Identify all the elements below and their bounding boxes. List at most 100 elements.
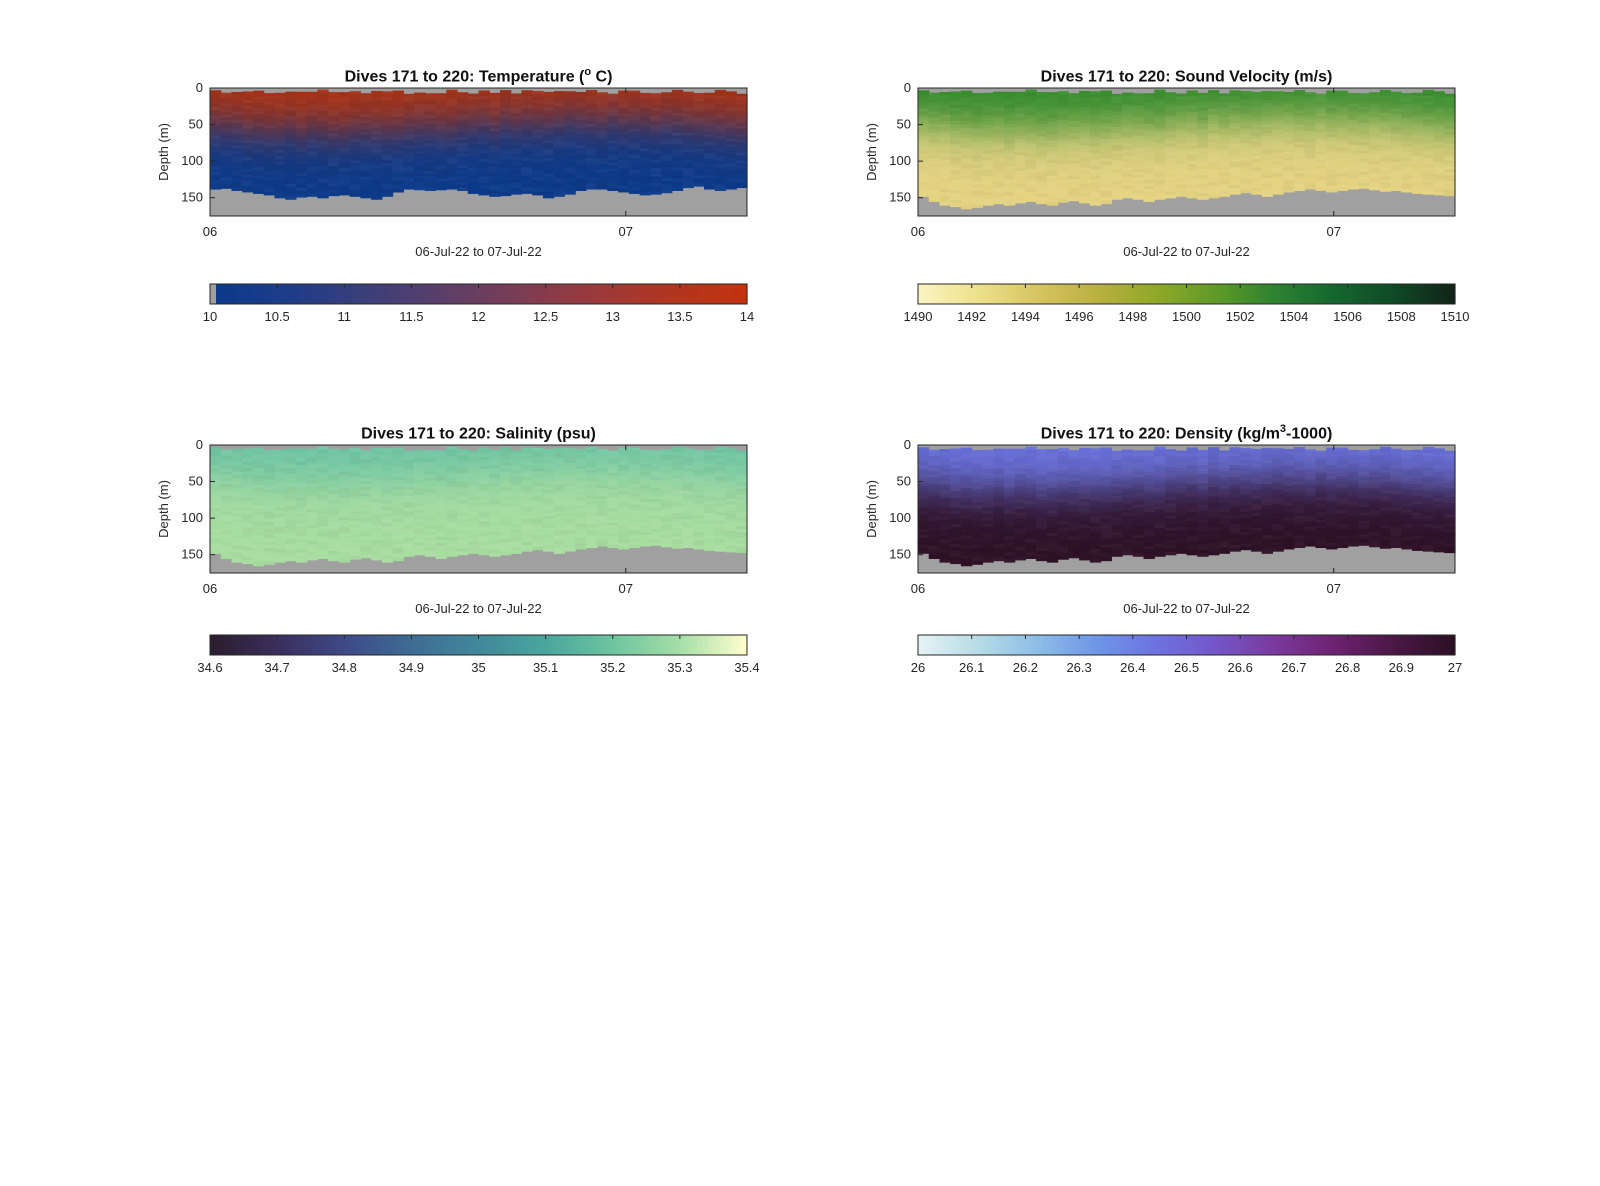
heatmap-cell bbox=[371, 100, 383, 104]
heatmap-cell bbox=[295, 130, 308, 135]
heatmap-cell bbox=[1165, 191, 1177, 196]
heatmap-cell bbox=[360, 508, 372, 513]
heatmap-cell bbox=[306, 556, 318, 561]
heatmap-cell bbox=[1079, 151, 1091, 156]
heatmap-cell bbox=[295, 549, 308, 553]
heatmap-cell bbox=[553, 457, 566, 461]
heatmap-cell bbox=[1132, 141, 1145, 146]
heatmap-cell bbox=[242, 507, 254, 512]
heatmap-cell bbox=[510, 526, 523, 531]
heatmap-cell bbox=[446, 543, 458, 548]
heatmap-cell bbox=[317, 456, 329, 460]
colorbar-segment bbox=[1146, 284, 1152, 304]
heatmap-cell bbox=[661, 166, 673, 171]
heatmap-cell bbox=[1003, 175, 1016, 180]
heatmap-cell bbox=[1379, 170, 1392, 175]
heatmap-cell bbox=[1165, 101, 1177, 105]
heatmap-cell bbox=[210, 532, 222, 536]
heatmap-cell bbox=[424, 453, 437, 457]
heatmap-cell bbox=[446, 92, 458, 96]
heatmap-cell bbox=[435, 524, 447, 529]
heatmap-cell bbox=[1036, 111, 1048, 115]
colorbar-segment bbox=[1338, 284, 1344, 304]
heatmap-cell bbox=[542, 188, 555, 193]
heatmap-cell bbox=[274, 143, 286, 148]
heatmap-cell bbox=[242, 451, 254, 456]
heatmap-cell bbox=[360, 517, 372, 522]
heatmap-cell bbox=[1197, 117, 1209, 121]
heatmap-cell bbox=[489, 516, 501, 521]
heatmap-cell bbox=[1390, 150, 1402, 155]
heatmap-cell bbox=[960, 127, 973, 132]
heatmap-cell bbox=[661, 189, 673, 194]
heatmap-cell bbox=[360, 468, 372, 473]
heatmap-cell bbox=[263, 119, 276, 123]
heatmap-cell bbox=[403, 504, 415, 509]
heatmap-cell bbox=[960, 137, 973, 142]
heatmap-cell bbox=[306, 97, 318, 102]
heatmap-cell bbox=[714, 127, 727, 131]
heatmap-cell bbox=[499, 459, 512, 464]
heatmap-cell bbox=[220, 452, 233, 457]
heatmap-cell bbox=[1068, 185, 1080, 189]
heatmap-cell bbox=[231, 136, 243, 141]
heatmap-cell bbox=[1229, 93, 1241, 97]
heatmap-cell bbox=[1444, 192, 1456, 197]
heatmap-cell bbox=[435, 131, 447, 136]
heatmap-cell bbox=[414, 512, 426, 517]
heatmap-cell bbox=[1218, 181, 1231, 186]
heatmap-cell bbox=[1369, 125, 1381, 130]
heatmap-cell bbox=[671, 170, 684, 174]
heatmap-cell bbox=[489, 458, 501, 463]
heatmap-cell bbox=[478, 129, 490, 133]
heatmap-cell bbox=[1175, 134, 1188, 139]
heatmap-cell bbox=[489, 98, 501, 103]
heatmap-cell bbox=[1401, 146, 1413, 151]
heatmap-cell bbox=[1175, 143, 1188, 147]
heatmap-cell bbox=[360, 182, 372, 187]
heatmap-cell bbox=[950, 196, 962, 201]
colorbar-segment bbox=[1123, 284, 1129, 304]
heatmap-cell bbox=[220, 136, 233, 140]
heatmap-cell bbox=[1422, 89, 1435, 94]
heatmap-cell bbox=[1122, 149, 1134, 154]
heatmap-cell bbox=[317, 539, 329, 543]
heatmap-cell bbox=[628, 146, 641, 150]
heatmap-cell bbox=[499, 150, 512, 154]
heatmap-cell bbox=[457, 542, 469, 547]
colorbar-segment bbox=[985, 284, 991, 304]
heatmap-cell bbox=[1057, 107, 1069, 111]
heatmap-cell bbox=[478, 99, 490, 103]
heatmap-cell bbox=[596, 92, 608, 96]
heatmap-cell bbox=[564, 108, 576, 113]
heatmap-cell bbox=[1132, 193, 1145, 197]
heatmap-cell bbox=[435, 148, 447, 152]
heatmap-cell bbox=[274, 182, 286, 187]
heatmap-cell bbox=[328, 490, 340, 495]
heatmap-cell bbox=[242, 520, 254, 525]
heatmap-cell bbox=[210, 468, 222, 473]
heatmap-cell bbox=[349, 181, 361, 185]
heatmap-cell bbox=[220, 555, 233, 559]
heatmap-cell bbox=[950, 130, 962, 135]
heatmap-cell bbox=[231, 484, 243, 489]
heatmap-cell bbox=[585, 183, 598, 187]
heatmap-cell bbox=[993, 197, 1005, 201]
heatmap-cell bbox=[381, 464, 394, 469]
heatmap-cell bbox=[457, 530, 469, 535]
heatmap-cell bbox=[1014, 196, 1026, 201]
heatmap-cell bbox=[596, 175, 608, 179]
heatmap-cell bbox=[639, 95, 651, 100]
heatmap-cell bbox=[542, 91, 555, 96]
heatmap-cell bbox=[1218, 172, 1231, 177]
heatmap-cell bbox=[510, 171, 523, 175]
heatmap-cell bbox=[263, 554, 276, 559]
heatmap-cell bbox=[1261, 109, 1274, 113]
heatmap-cell bbox=[532, 511, 544, 516]
colorbar-tick-label: 1490 bbox=[904, 309, 933, 324]
heatmap-cell bbox=[360, 149, 372, 154]
heatmap-cell bbox=[1186, 96, 1198, 101]
heatmap-cell bbox=[596, 97, 608, 102]
heatmap-cell bbox=[1122, 164, 1134, 169]
